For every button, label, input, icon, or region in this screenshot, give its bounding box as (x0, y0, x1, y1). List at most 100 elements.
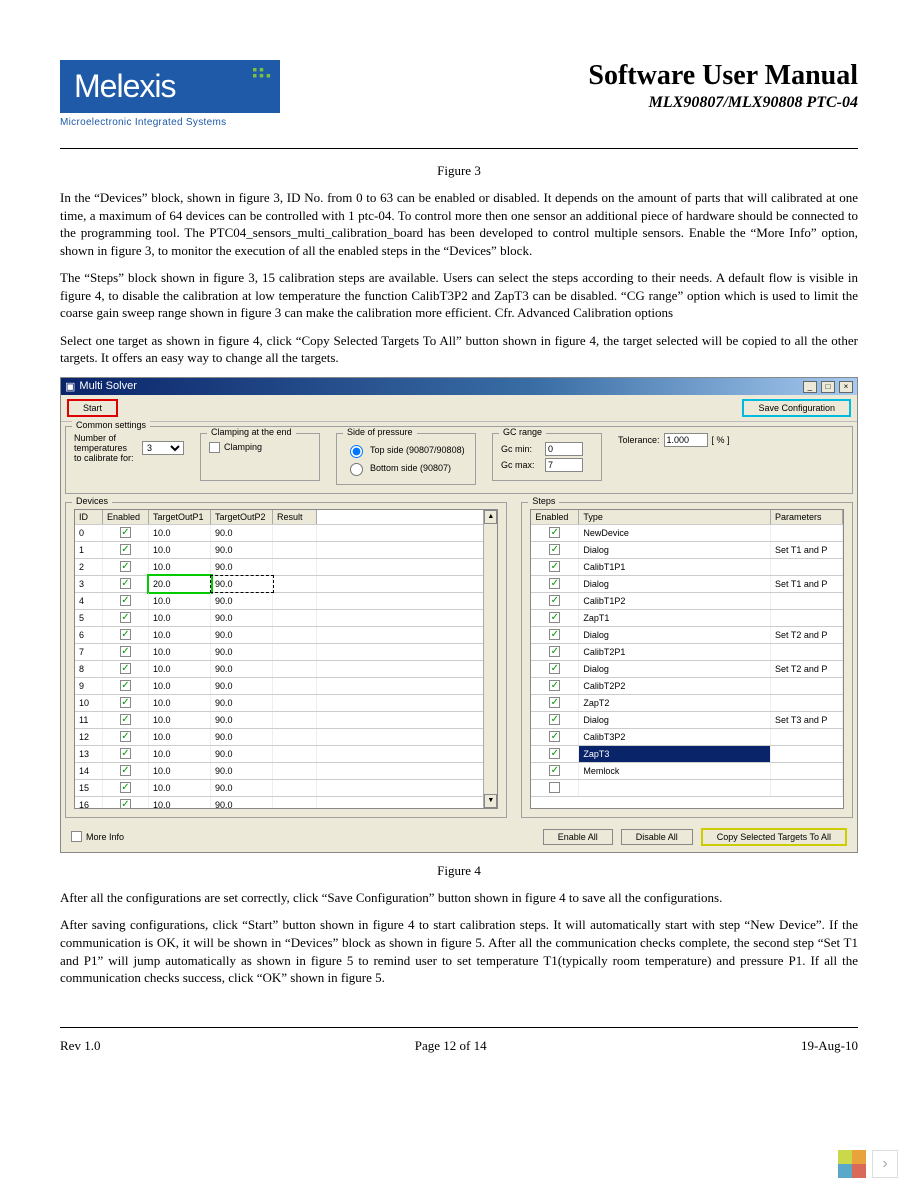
more-info-checkbox[interactable] (71, 831, 82, 842)
document-subtitle: MLX90807/MLX90808 PTC-04 (588, 94, 858, 112)
step-enabled-checkbox[interactable]: ✓ (549, 680, 560, 691)
table-row[interactable]: ✓CalibT1P1 (531, 559, 843, 576)
scroll-up-icon[interactable]: ▲ (484, 510, 497, 524)
step-enabled-checkbox[interactable]: ✓ (549, 561, 560, 572)
table-row[interactable]: ✓Memlock (531, 763, 843, 780)
table-row[interactable]: ✓DialogSet T1 and P (531, 576, 843, 593)
step-enabled-checkbox[interactable]: ✓ (549, 544, 560, 555)
enabled-checkbox[interactable]: ✓ (120, 799, 131, 809)
gc-max-input[interactable] (545, 458, 583, 472)
enabled-checkbox[interactable]: ✓ (120, 578, 131, 589)
tolerance-input[interactable] (664, 433, 708, 447)
table-row[interactable]: 12✓10.090.0 (75, 729, 483, 746)
devices-scrollbar[interactable]: ▲ ▼ (483, 510, 497, 808)
table-row[interactable]: 6✓10.090.0 (75, 627, 483, 644)
header-divider (60, 148, 858, 149)
enabled-checkbox[interactable]: ✓ (120, 561, 131, 572)
table-row[interactable]: 1✓10.090.0 (75, 542, 483, 559)
table-row[interactable]: 11✓10.090.0 (75, 712, 483, 729)
table-row[interactable]: ✓DialogSet T2 and P (531, 661, 843, 678)
steps-table[interactable]: Enabled Type Parameters ✓NewDevice✓Dialo… (531, 510, 843, 808)
table-row[interactable]: 4✓10.090.0 (75, 593, 483, 610)
table-row[interactable]: 10✓10.090.0 (75, 695, 483, 712)
table-row[interactable]: 5✓10.090.0 (75, 610, 483, 627)
enabled-checkbox[interactable]: ✓ (120, 646, 131, 657)
enabled-checkbox[interactable]: ✓ (120, 680, 131, 691)
minimize-button[interactable]: _ (803, 381, 817, 393)
step-enabled-checkbox[interactable]: ✓ (549, 731, 560, 742)
table-row[interactable]: ✓DialogSet T3 and P (531, 712, 843, 729)
enabled-checkbox[interactable]: ✓ (120, 612, 131, 623)
scroll-down-icon[interactable]: ▼ (484, 794, 497, 808)
more-info-checkbox-row[interactable]: More Info (71, 831, 124, 842)
step-enabled-checkbox[interactable] (549, 782, 560, 793)
start-button[interactable]: Start (67, 399, 118, 417)
side-top-input[interactable] (350, 445, 363, 458)
enabled-checkbox[interactable]: ✓ (120, 527, 131, 538)
enable-all-button[interactable]: Enable All (543, 829, 613, 845)
clamping-checkbox-row[interactable]: Clamping (209, 442, 311, 453)
step-enabled-checkbox[interactable]: ✓ (549, 697, 560, 708)
table-row[interactable]: ✓ZapT3 (531, 746, 843, 763)
table-row[interactable]: 7✓10.090.0 (75, 644, 483, 661)
table-row[interactable]: 13✓10.090.0 (75, 746, 483, 763)
window-icon: ▣ (65, 380, 75, 393)
enabled-checkbox[interactable]: ✓ (120, 765, 131, 776)
table-row[interactable]: 0✓10.090.0 (75, 525, 483, 542)
side-top-radio[interactable]: Top side (90807/90808) (345, 442, 467, 458)
figure3-caption: Figure 3 (60, 163, 858, 179)
table-row[interactable]: 8✓10.090.0 (75, 661, 483, 678)
table-row[interactable]: ✓ZapT1 (531, 610, 843, 627)
enabled-checkbox[interactable]: ✓ (120, 748, 131, 759)
step-enabled-checkbox[interactable]: ✓ (549, 765, 560, 776)
yumpu-widget[interactable]: › (838, 1150, 898, 1178)
table-row[interactable] (531, 780, 843, 797)
window-titlebar[interactable]: ▣ Multi Solver _ □ × (61, 378, 857, 395)
devices-table[interactable]: ID Enabled TargetOutP1 TargetOutP2 Resul… (75, 510, 483, 808)
clamping-checkbox[interactable] (209, 442, 220, 453)
table-row[interactable]: ✓ZapT2 (531, 695, 843, 712)
table-row[interactable]: ✓CalibT2P1 (531, 644, 843, 661)
table-row[interactable]: 2✓10.090.0 (75, 559, 483, 576)
step-enabled-checkbox[interactable]: ✓ (549, 578, 560, 589)
enabled-checkbox[interactable]: ✓ (120, 782, 131, 793)
table-row[interactable]: ✓CalibT1P2 (531, 593, 843, 610)
table-row[interactable]: ✓CalibT3P2 (531, 729, 843, 746)
num-temps-select[interactable]: 3 (142, 441, 184, 455)
table-row[interactable]: ✓NewDevice (531, 525, 843, 542)
table-row[interactable]: 3✓20.090.0 (75, 576, 483, 593)
col-step-param: Parameters (771, 510, 843, 524)
step-enabled-checkbox[interactable]: ✓ (549, 527, 560, 538)
next-page-button[interactable]: › (872, 1150, 898, 1178)
enabled-checkbox[interactable]: ✓ (120, 629, 131, 640)
enabled-checkbox[interactable]: ✓ (120, 714, 131, 725)
gc-min-input[interactable] (545, 442, 583, 456)
table-row[interactable]: 15✓10.090.0 (75, 780, 483, 797)
step-enabled-checkbox[interactable]: ✓ (549, 612, 560, 623)
enabled-checkbox[interactable]: ✓ (120, 595, 131, 606)
paragraph-4: After all the configurations are set cor… (60, 889, 858, 907)
table-row[interactable]: ✓DialogSet T1 and P (531, 542, 843, 559)
table-row[interactable]: ✓DialogSet T2 and P (531, 627, 843, 644)
table-row[interactable]: 14✓10.090.0 (75, 763, 483, 780)
step-enabled-checkbox[interactable]: ✓ (549, 748, 560, 759)
enabled-checkbox[interactable]: ✓ (120, 663, 131, 674)
step-enabled-checkbox[interactable]: ✓ (549, 714, 560, 725)
side-bottom-radio[interactable]: Bottom side (90807) (345, 460, 467, 476)
maximize-button[interactable]: □ (821, 381, 835, 393)
enabled-checkbox[interactable]: ✓ (120, 697, 131, 708)
step-enabled-checkbox[interactable]: ✓ (549, 629, 560, 640)
step-enabled-checkbox[interactable]: ✓ (549, 595, 560, 606)
copy-targets-button[interactable]: Copy Selected Targets To All (701, 828, 847, 846)
side-bottom-input[interactable] (350, 463, 363, 476)
disable-all-button[interactable]: Disable All (621, 829, 693, 845)
close-button[interactable]: × (839, 381, 853, 393)
step-enabled-checkbox[interactable]: ✓ (549, 646, 560, 657)
save-configuration-button[interactable]: Save Configuration (742, 399, 851, 417)
table-row[interactable]: 16✓10.090.0 (75, 797, 483, 809)
enabled-checkbox[interactable]: ✓ (120, 731, 131, 742)
table-row[interactable]: ✓CalibT2P2 (531, 678, 843, 695)
table-row[interactable]: 9✓10.090.0 (75, 678, 483, 695)
step-enabled-checkbox[interactable]: ✓ (549, 663, 560, 674)
enabled-checkbox[interactable]: ✓ (120, 544, 131, 555)
